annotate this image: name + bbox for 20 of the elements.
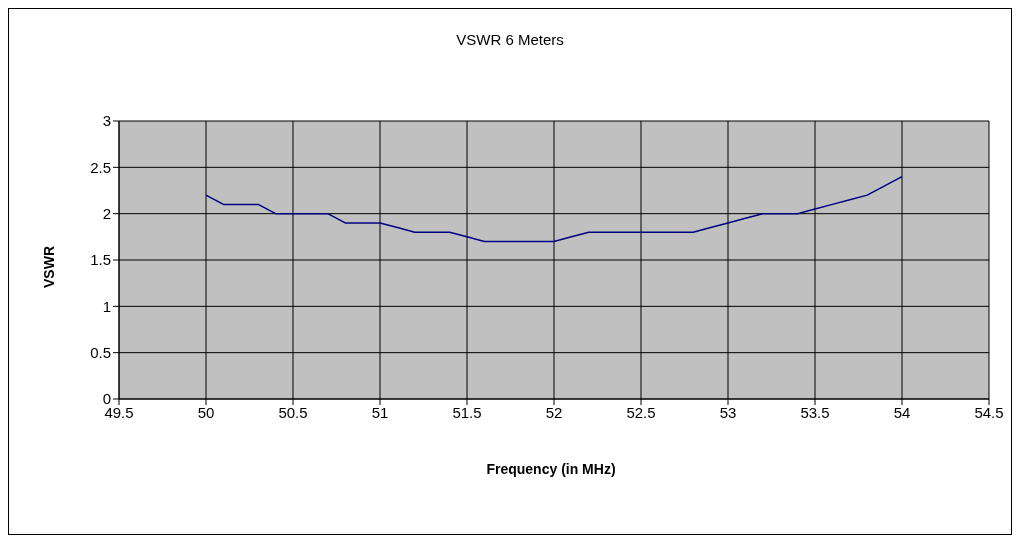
line-series: [205, 175, 903, 243]
chart-title: VSWR 6 Meters: [455, 31, 565, 48]
y-tick-label: 2.5: [90, 158, 111, 176]
x-tick-label: 54.5: [974, 403, 1004, 421]
y-tick-label: 1.5: [90, 251, 111, 269]
x-tick-label: 50.5: [278, 403, 308, 421]
x-tick-label: 53.5: [800, 403, 830, 421]
y-tick-label: 1: [102, 297, 111, 315]
y-tick-label: 0.5: [90, 343, 111, 361]
x-axis-title: Frequency (in MHz): [485, 461, 617, 477]
x-tick-label: 52.5: [626, 403, 656, 421]
x-tick-label: 52: [545, 403, 563, 421]
x-tick-label: 51: [371, 403, 389, 421]
x-tick-label: 51.5: [452, 403, 482, 421]
x-tick-label: 53: [719, 403, 737, 421]
y-axis-title: VSWR: [41, 246, 57, 288]
y-tick-label: 3: [102, 112, 111, 130]
x-tick-label: 50: [197, 403, 215, 421]
y-tick-label: 2: [102, 204, 111, 222]
x-tick-label: 54: [893, 403, 911, 421]
